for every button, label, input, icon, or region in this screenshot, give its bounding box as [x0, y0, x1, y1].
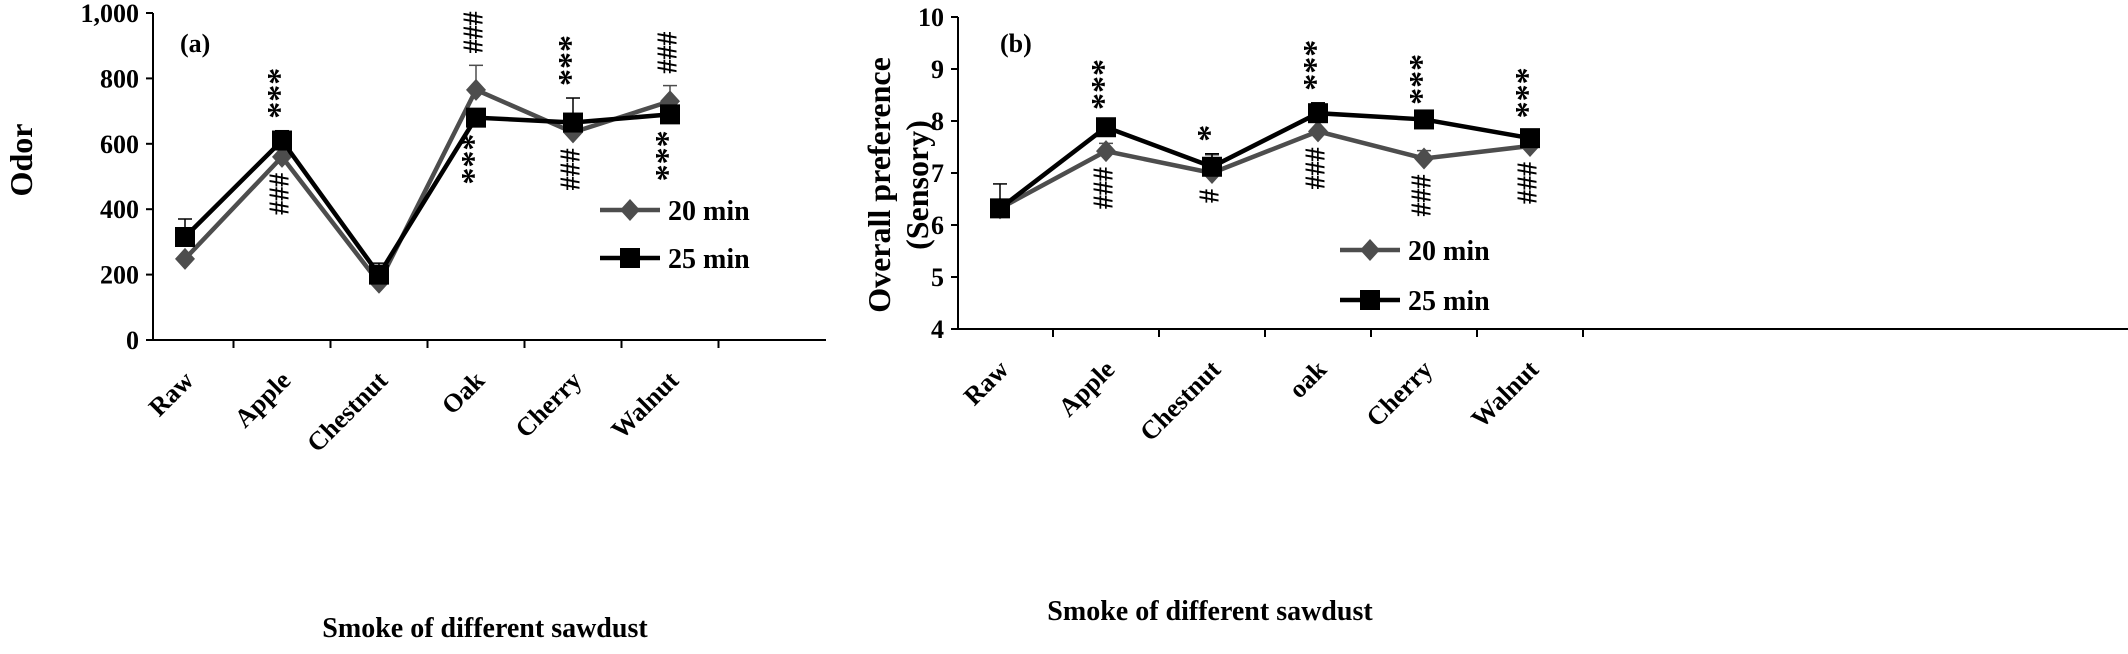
data-point-diamond — [466, 78, 486, 101]
y-axis-title-line: Overall preference — [861, 57, 897, 313]
legend-label: 20 min — [668, 196, 750, 227]
series-line — [998, 110, 1531, 211]
x-tick-label-chestnut: Chestnut — [301, 366, 393, 458]
y-tick-label: 6 — [931, 211, 944, 240]
x-axis-title: Smoke of different sawdust — [322, 613, 648, 644]
significance-hashes: ### — [264, 173, 295, 215]
significance-hashes: ### — [1088, 167, 1119, 209]
legend-entry-20-min: 20 min — [600, 196, 750, 227]
chart-panel-b: 4 5 6 7 8 9 10 Raw Apple Chestnut oak Cherry Walnut O… — [861, 3, 2128, 627]
data-point-square — [1202, 156, 1222, 177]
y-tick-label: 200 — [100, 261, 139, 290]
y-axis-title: Odor — [3, 124, 39, 197]
legend-label: 25 min — [1408, 286, 1490, 317]
chart-panel-a: 0 200 400 600 800 1,000 Raw Apple Chestnut Oak Che… — [3, 0, 826, 644]
series-25-min — [175, 97, 680, 285]
legend-marker-diamond — [620, 199, 640, 221]
significance-hashes: ### — [1512, 162, 1543, 204]
y-axis-title-line: (Sensory) — [899, 120, 935, 250]
x-tick-label-cherry: Cherry — [1361, 355, 1439, 433]
significance-hashes: # — [1194, 189, 1225, 203]
x-tick-label-apple: Apple — [1053, 355, 1121, 423]
x-tick-label-cherry: Cherry — [510, 366, 588, 444]
y-tick-label: 5 — [931, 263, 944, 292]
data-point-diamond — [272, 145, 292, 168]
legend-label: 20 min — [1408, 236, 1490, 267]
significance-hashes: ### — [652, 32, 683, 74]
y-tick-label: 1,000 — [81, 0, 140, 28]
significance-stars: *** — [455, 134, 492, 185]
legend-marker-square — [620, 248, 640, 268]
y-tick-label: 4 — [931, 315, 944, 344]
series-25-min — [990, 102, 1540, 219]
panel-label: (a) — [180, 29, 210, 58]
legend-entry-20-min: 20 min — [1340, 236, 1490, 267]
panel-label: (b) — [1000, 29, 1032, 58]
y-tick-label: 600 — [100, 130, 139, 159]
data-point-diamond — [1414, 147, 1434, 170]
data-point-square — [175, 226, 195, 247]
data-point-diamond — [1096, 140, 1116, 163]
data-point-square — [1308, 103, 1328, 124]
data-point-square — [1414, 109, 1434, 130]
y-tick-label: 800 — [100, 64, 139, 93]
data-point-square — [563, 112, 583, 133]
x-tick-label-oak: Oak — [436, 365, 491, 420]
significance-hashes: ### — [1300, 147, 1331, 189]
x-tick-label-oak: oak — [1283, 354, 1332, 403]
y-tick-label: 9 — [931, 55, 944, 84]
data-point-square — [369, 264, 389, 285]
data-point-square — [990, 198, 1010, 219]
y-tick-label: 400 — [100, 195, 139, 224]
legend-marker-square — [1360, 290, 1380, 310]
significance-stars: *** — [552, 35, 589, 86]
significance-stars: *** — [1403, 54, 1440, 105]
significance-hashes: ### — [555, 148, 586, 190]
significance-stars: *** — [261, 68, 298, 119]
x-tick-label-walnut: Walnut — [1465, 355, 1544, 434]
y-tick-label: 0 — [126, 326, 139, 355]
significance-stars: *** — [1085, 59, 1122, 110]
legend-entry-25-min: 25 min — [1340, 286, 1490, 317]
significance-stars: * — [1191, 125, 1228, 142]
significance-stars: *** — [1509, 67, 1546, 118]
y-tick-label: 8 — [931, 107, 944, 136]
significance-stars: *** — [649, 130, 686, 181]
x-tick-label-apple: Apple — [229, 366, 297, 434]
series-line — [183, 112, 671, 279]
x-tick-label-walnut: Walnut — [605, 366, 684, 445]
x-tick-label-chestnut: Chestnut — [1134, 355, 1226, 447]
series-line — [183, 86, 671, 287]
data-point-diamond — [1308, 120, 1328, 143]
legend-label: 25 min — [668, 244, 750, 275]
significance-hashes: ### — [1406, 174, 1437, 216]
y-axis-title-line: Odor — [3, 124, 39, 197]
y-tick-label: 10 — [918, 3, 944, 32]
y-axis-title: Overall preference(Sensory) — [861, 57, 935, 313]
series-20-min — [990, 120, 1540, 220]
x-tick-label-raw: Raw — [958, 355, 1014, 411]
data-point-diamond — [175, 247, 195, 270]
y-tick-label: 7 — [931, 159, 944, 188]
data-point-square — [272, 130, 292, 151]
data-point-square — [1096, 117, 1116, 138]
data-point-square — [660, 104, 680, 125]
x-axis-title: Smoke of different sawdust — [1047, 596, 1373, 627]
significance-hashes: ### — [458, 11, 489, 53]
x-tick-label-raw: Raw — [143, 366, 199, 422]
significance-stars: *** — [1297, 40, 1334, 91]
data-point-square — [1520, 128, 1540, 149]
legend-marker-diamond — [1360, 239, 1380, 261]
series-line — [998, 129, 1531, 211]
data-point-square — [466, 107, 486, 128]
legend-entry-25-min: 25 min — [600, 244, 750, 275]
